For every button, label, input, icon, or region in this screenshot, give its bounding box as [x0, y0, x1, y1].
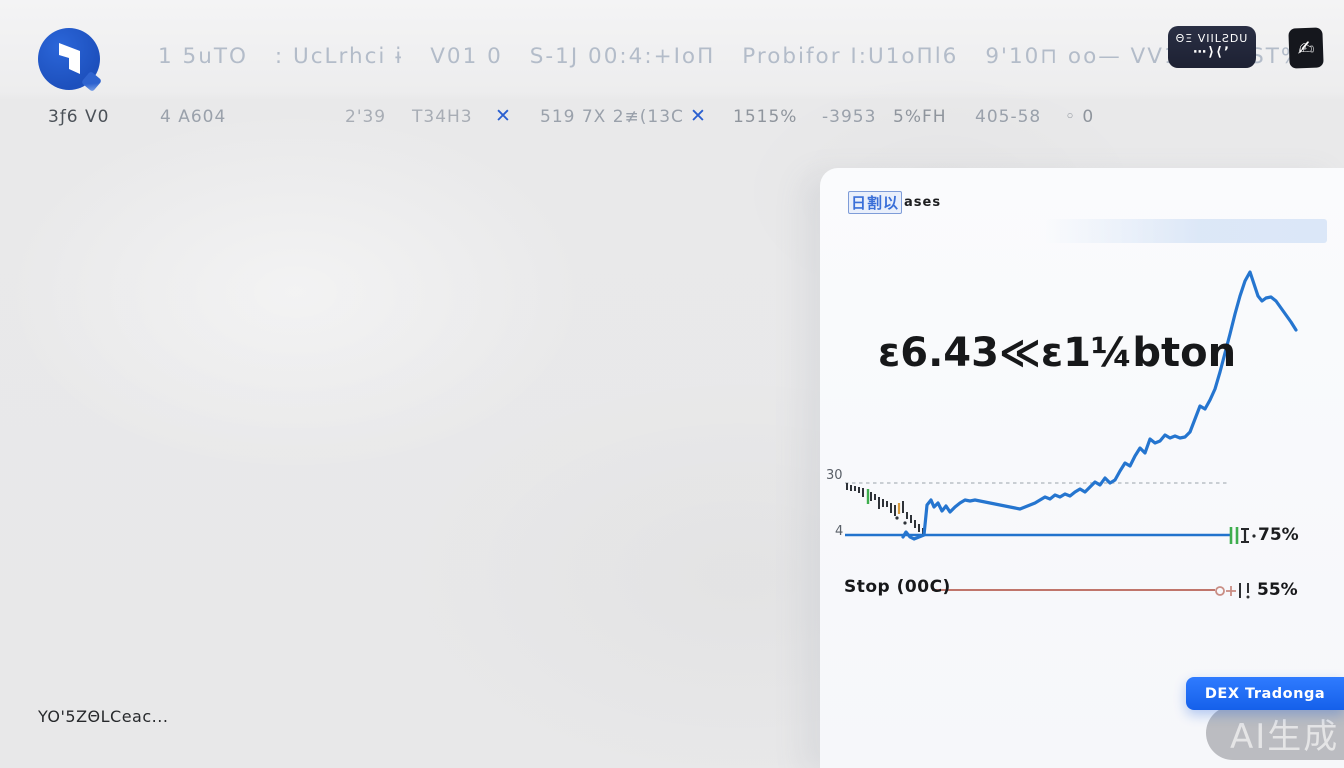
hand-pen-icon: ✍ [1297, 35, 1315, 61]
panel-tag-badge: 日割以 ases [848, 191, 941, 214]
market-cap-title: ɛ6.43≪ɛ1¼bton [878, 330, 1237, 376]
top-navigation: 1 5uTO : UcLrhci ɨ V01 0 S-1J 00:4:+IoП … [158, 44, 1301, 69]
wallet-badge-line2: ⋯⟩⟨ʼ [1193, 44, 1231, 60]
stop-percent-label: 55% [1257, 580, 1298, 600]
wallet-connect-button[interactable]: ΘΞ VIILƧDU ⋯⟩⟨ʼ [1168, 26, 1256, 68]
nav-item-5[interactable]: Probifor I:U1oПl6 [742, 44, 959, 69]
nav-item-2[interactable]: : UcLrhci ɨ [274, 44, 404, 69]
app-menu-icon[interactable]: ✍ [1288, 27, 1324, 69]
highlight-bar [1045, 219, 1327, 243]
logo-glyph-icon [59, 43, 80, 74]
nav-item-3[interactable]: V01 0 [430, 44, 503, 69]
y-axis-upper-tick: 30 [826, 468, 843, 483]
stat-percent: 1515% [733, 107, 798, 127]
ai-generated-watermark: AI生成 [1206, 706, 1344, 760]
nav-item-1[interactable]: 1 5uTO [158, 44, 248, 69]
stat-range: 405-58 [975, 107, 1042, 127]
stat-amount: 4 A604 [160, 107, 227, 127]
wallet-badge-line1: ΘΞ VIILƧDU [1175, 32, 1249, 46]
brand-logo-icon[interactable] [38, 28, 103, 93]
dex-trade-button[interactable]: DEX Tradonga [1186, 677, 1344, 710]
panel-tag-cjk: 日割以 [848, 191, 903, 214]
nav-item-4[interactable]: S-1J 00:4:+IoП [529, 44, 716, 69]
watermark-text: AI生成 [1230, 716, 1340, 757]
stat-volume: 3ƒ6 V0 [48, 107, 110, 127]
stop-loss-label: Stop (00C) [844, 577, 951, 597]
stat-pair: 519 7X 2≢(13C [540, 107, 684, 127]
stat-count: ◦ 0 [1065, 107, 1095, 127]
footer-left-text: YO'5ZΘLCeac... [38, 707, 169, 726]
panel-tag-suffix: ases [904, 195, 942, 210]
close-x-icon[interactable]: ✕ [495, 105, 512, 127]
stat-change: T34H3 [412, 107, 473, 127]
close-x-icon-2[interactable]: ✕ [690, 105, 707, 127]
stat-price: 2'39 [345, 107, 387, 127]
y-axis-lower-tick: 4 [835, 524, 844, 539]
stat-delta: -3953 [822, 107, 877, 127]
gain-percent-label: 75% [1258, 525, 1299, 545]
stat-fee: 5%FH [893, 107, 947, 127]
